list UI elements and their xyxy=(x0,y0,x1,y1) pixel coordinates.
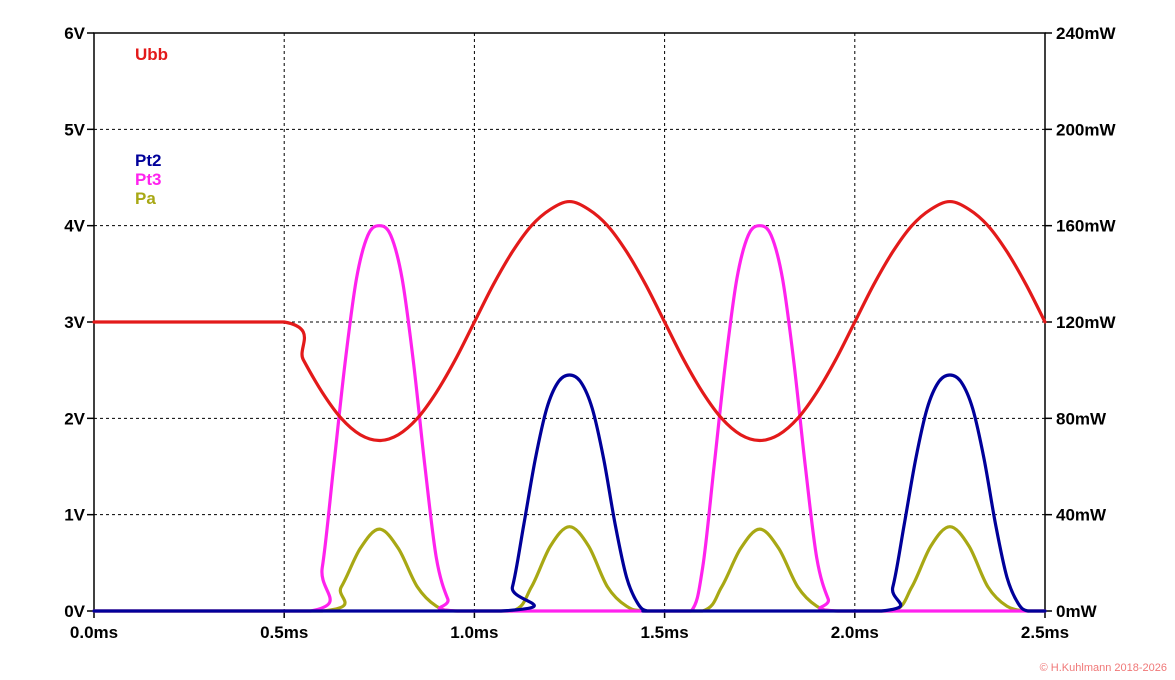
x-tick-label: 0.5ms xyxy=(260,623,308,642)
left-tick-label: 2V xyxy=(64,409,85,428)
left-tick-label: 0V xyxy=(64,602,85,621)
legend-pt2: Pt2 xyxy=(135,151,161,170)
axis-ticks: 0.0ms 0.5ms 1.0ms 1.5ms 2.0ms 2.5ms 0V 1V 2V 3V 4V… xyxy=(64,24,1116,642)
right-tick-label: 200mW xyxy=(1056,120,1116,139)
x-tick-label: 2.0ms xyxy=(831,623,879,642)
right-tick-label: 80mW xyxy=(1056,409,1107,428)
right-tick-label: 240mW xyxy=(1056,24,1116,43)
left-tick-label: 3V xyxy=(64,313,85,332)
left-tick-label: 6V xyxy=(64,24,85,43)
series-line-pt2 xyxy=(92,373,1047,613)
right-tick-label: 0mW xyxy=(1056,602,1098,621)
x-tick-label: 2.5ms xyxy=(1021,623,1069,642)
left-tick-label: 4V xyxy=(64,217,85,236)
right-tick-label: 40mW xyxy=(1056,506,1107,525)
legend-pt3: Pt3 xyxy=(135,170,161,189)
legend-pa: Pa xyxy=(135,189,156,208)
series-line-pt3 xyxy=(92,224,1047,613)
x-tick-label: 1.0ms xyxy=(450,623,498,642)
right-tick-label: 120mW xyxy=(1056,313,1116,332)
series-group xyxy=(92,199,1047,613)
left-tick-label: 1V xyxy=(64,506,85,525)
copyright-notice: © H.Kuhlmann 2018-2026 xyxy=(1040,662,1167,674)
left-tick-label: 5V xyxy=(64,120,85,139)
x-tick-label: 0.0ms xyxy=(70,623,118,642)
x-tick-label: 1.5ms xyxy=(640,623,688,642)
series-line-ubb xyxy=(92,199,1047,443)
right-tick-label: 160mW xyxy=(1056,217,1116,236)
legend-ubb: Ubb xyxy=(135,45,168,64)
